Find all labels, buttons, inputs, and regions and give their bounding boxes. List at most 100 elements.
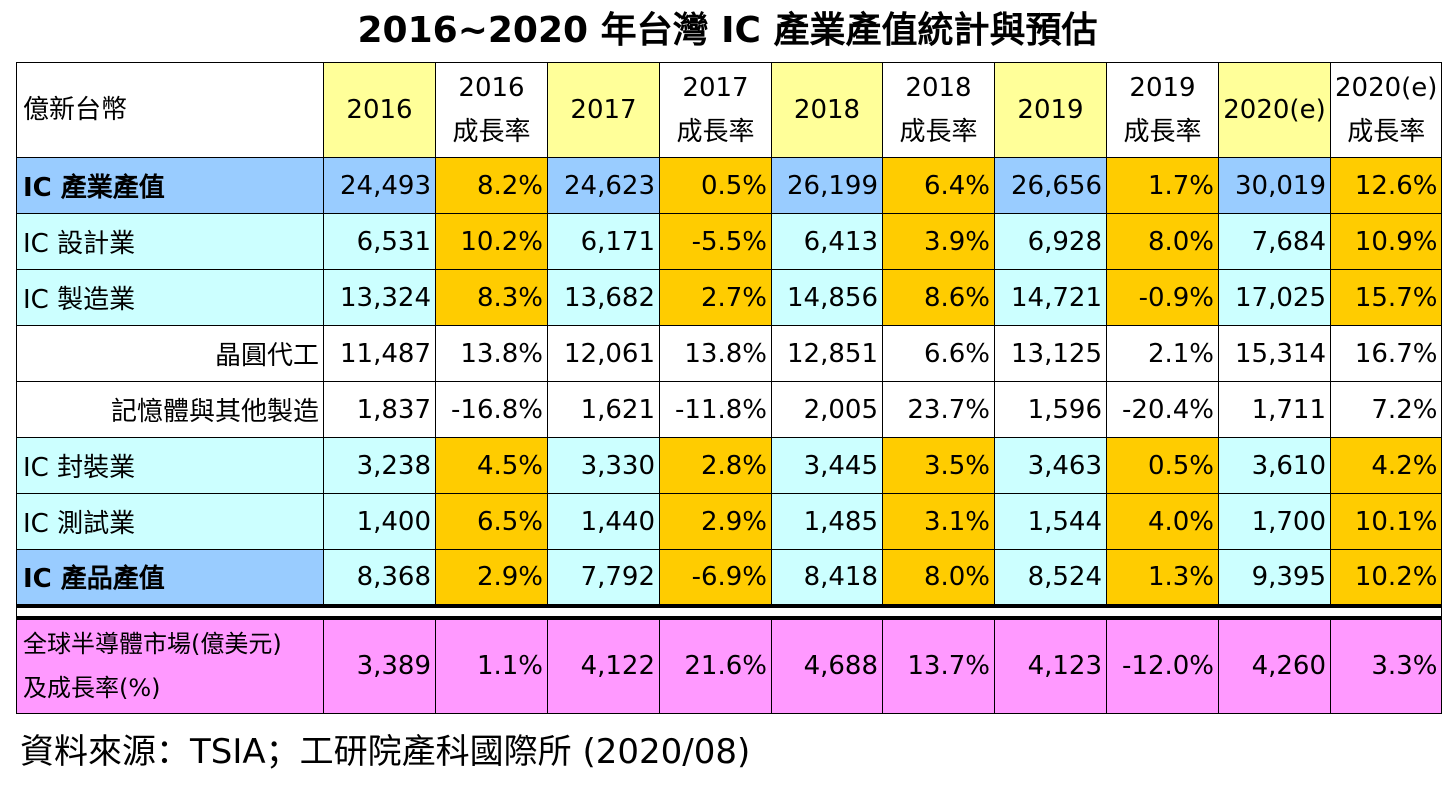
growth-cell: 8.0% <box>1106 213 1219 270</box>
value-cell: 1,711 <box>1218 381 1331 438</box>
column-header-year: 2017 <box>570 95 637 125</box>
growth-cell: 0.5% <box>1106 437 1219 494</box>
world-market-label-line2: 及成長率(%) <box>23 674 161 703</box>
value-cell: 17,025 <box>1218 269 1331 326</box>
value-cell: 1,485 <box>771 493 883 550</box>
row-label: IC 設計業 <box>16 213 324 270</box>
value-cell: 8,418 <box>771 549 883 606</box>
column-header: 2016 <box>323 62 436 158</box>
value-cell: 13,682 <box>547 269 660 326</box>
column-header: 2019 <box>994 62 1107 158</box>
growth-cell: 1.7% <box>1106 157 1219 214</box>
row-label: IC 測試業 <box>16 493 324 550</box>
column-header: 2016 成長率 <box>435 62 548 158</box>
value-cell: 14,721 <box>994 269 1107 326</box>
column-header-growth: 成長率 <box>452 117 531 147</box>
value-cell: 4,688 <box>771 617 883 714</box>
column-header: 2017 成長率 <box>659 62 772 158</box>
value-cell: 3,330 <box>547 437 660 494</box>
growth-cell: 10.2% <box>435 213 548 270</box>
growth-cell: -5.5% <box>659 213 772 270</box>
growth-cell: 8.3% <box>435 269 548 326</box>
column-header: 2020(e) 成長率 <box>1329 62 1443 158</box>
growth-cell: 23.7% <box>882 381 995 438</box>
growth-cell: 6.5% <box>435 493 548 550</box>
growth-cell: 10.1% <box>1329 493 1443 550</box>
growth-cell: -11.8% <box>659 381 772 438</box>
row-label: IC 產品產值 <box>16 549 324 606</box>
value-cell: 11,487 <box>323 325 436 382</box>
value-cell: 1,596 <box>994 381 1107 438</box>
value-cell: 6,928 <box>994 213 1107 270</box>
growth-cell: 13.8% <box>659 325 772 382</box>
row-label: IC 製造業 <box>16 269 324 326</box>
growth-cell: 10.2% <box>1329 549 1443 606</box>
world-market-label-line1: 全球半導體市場(億美元) <box>23 630 282 659</box>
column-header-growth: 成長率 <box>1347 117 1426 147</box>
column-header-year: 2016 <box>346 95 413 125</box>
growth-cell: -12.0% <box>1106 617 1219 714</box>
growth-cell: 3.9% <box>882 213 995 270</box>
growth-cell: 2.9% <box>435 549 548 606</box>
column-header: 2018 <box>771 62 883 158</box>
value-cell: 1,837 <box>323 381 436 438</box>
value-cell: 14,856 <box>771 269 883 326</box>
growth-cell: 8.2% <box>435 157 548 214</box>
column-header-growth: 成長率 <box>676 117 755 147</box>
table-row: IC 封裝業 3,238 4.5% 3,330 2.8% 3,445 3.5% 3,463 0.… <box>16 437 1443 494</box>
value-cell: 1,544 <box>994 493 1107 550</box>
growth-cell: 13.7% <box>882 617 995 714</box>
column-header-growth: 成長率 <box>899 117 978 147</box>
growth-cell: 6.6% <box>882 325 995 382</box>
column-header-year: 2016 <box>458 73 525 103</box>
source-note: 資料來源：TSIA；工研院產科國際所 (2020/08) <box>20 732 751 772</box>
value-cell: 3,463 <box>994 437 1107 494</box>
growth-cell: 1.1% <box>435 617 548 714</box>
value-cell: 4,260 <box>1218 617 1331 714</box>
growth-cell: 12.6% <box>1329 157 1443 214</box>
growth-cell: -0.9% <box>1106 269 1219 326</box>
value-cell: 8,524 <box>994 549 1107 606</box>
value-cell: 15,314 <box>1218 325 1331 382</box>
column-header-year: 2017 <box>682 73 749 103</box>
growth-cell: 2.8% <box>659 437 772 494</box>
value-cell: 4,123 <box>994 617 1107 714</box>
growth-cell: 3.5% <box>882 437 995 494</box>
row-label: 晶圓代工 <box>16 325 324 382</box>
row-label: IC 產業產值 <box>16 157 324 214</box>
world-market-label: 全球半導體市場(億美元) 及成長率(%) <box>16 617 324 714</box>
table-row: IC 設計業 6,531 10.2% 6,171 -5.5% 6,413 3.9% 6,928… <box>16 213 1443 270</box>
value-cell: 6,413 <box>771 213 883 270</box>
value-cell: 6,531 <box>323 213 436 270</box>
growth-cell: 3.3% <box>1329 617 1443 714</box>
value-cell: 2,005 <box>771 381 883 438</box>
column-header: 2018 成長率 <box>882 62 995 158</box>
growth-cell: 8.6% <box>882 269 995 326</box>
growth-cell: 1.3% <box>1106 549 1219 606</box>
growth-cell: 4.0% <box>1106 493 1219 550</box>
value-cell: 9,395 <box>1218 549 1331 606</box>
value-cell: 26,656 <box>994 157 1107 214</box>
value-cell: 3,610 <box>1218 437 1331 494</box>
value-cell: 7,792 <box>547 549 660 606</box>
page-title: 2016~2020 年台灣 IC 產業產值統計與預估 <box>357 10 1098 51</box>
growth-cell: 16.7% <box>1329 325 1443 382</box>
growth-cell: 6.4% <box>882 157 995 214</box>
table-row: 晶圓代工 11,487 13.8% 12,061 13.8% 12,851 6.6% 13,1… <box>16 325 1443 382</box>
growth-cell: 10.9% <box>1329 213 1443 270</box>
value-cell: 1,440 <box>547 493 660 550</box>
table-row: 記憶體與其他製造 1,837 -16.8% 1,621 -11.8% 2,005 23.7%… <box>16 381 1443 438</box>
table-row: IC 製造業 13,324 8.3% 13,682 2.7% 14,856 8.6% 14,7… <box>16 269 1443 326</box>
value-cell: 12,061 <box>547 325 660 382</box>
column-header-year: 2019 <box>1017 95 1084 125</box>
value-cell: 13,324 <box>323 269 436 326</box>
ic-industry-table: 億新台幣 2016 2016 成長率 2017 2017 成長率 2018 2018 成長率 201… <box>15 62 1443 714</box>
growth-cell: 7.2% <box>1329 381 1443 438</box>
header-row: 億新台幣 2016 2016 成長率 2017 2017 成長率 2018 2018 成長率 201… <box>16 62 1443 158</box>
growth-cell: -16.8% <box>435 381 548 438</box>
column-header: 2019 成長率 <box>1106 62 1219 158</box>
column-header-year: 2019 <box>1129 73 1196 103</box>
growth-cell: 21.6% <box>659 617 772 714</box>
value-cell: 26,199 <box>771 157 883 214</box>
unit-label: 億新台幣 <box>16 62 324 158</box>
